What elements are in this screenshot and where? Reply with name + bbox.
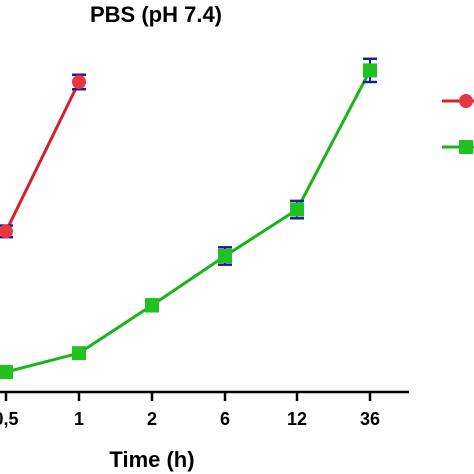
- series-1-point-4: [290, 202, 304, 217]
- series-1-line: [5, 69, 372, 374]
- series-1-point-2: [145, 298, 159, 313]
- chart-title: PBS (pH 7.4): [90, 2, 222, 27]
- series-1: [0, 57, 377, 379]
- x-tick-label-1: 1: [74, 409, 84, 429]
- series-0: [0, 73, 86, 239]
- series-0-line: [0, 81, 81, 234]
- x-axis-title: Time (h): [109, 447, 194, 472]
- x-tick-label-4: 12: [287, 409, 307, 429]
- series-layer: [0, 57, 377, 379]
- series-0-point-1: [0, 224, 13, 239]
- legend-item-1: [442, 140, 474, 154]
- x-tick-label-2: 2: [147, 409, 157, 429]
- legend-marker-1: [459, 140, 473, 154]
- series-1-point-1: [72, 346, 86, 361]
- series-1-point-3: [218, 249, 232, 263]
- series-1-point-5: [363, 63, 377, 78]
- legend-marker-0: [459, 94, 473, 108]
- legend-item-0: [442, 94, 474, 108]
- series-0-point-2: [72, 75, 86, 89]
- x-tick-label-3: 6: [220, 409, 230, 429]
- series-1-point-0: [0, 365, 13, 379]
- x-tick-label-0: 0,5: [0, 409, 19, 429]
- legend: [442, 94, 474, 154]
- x-tick-label-5: 36: [360, 409, 380, 429]
